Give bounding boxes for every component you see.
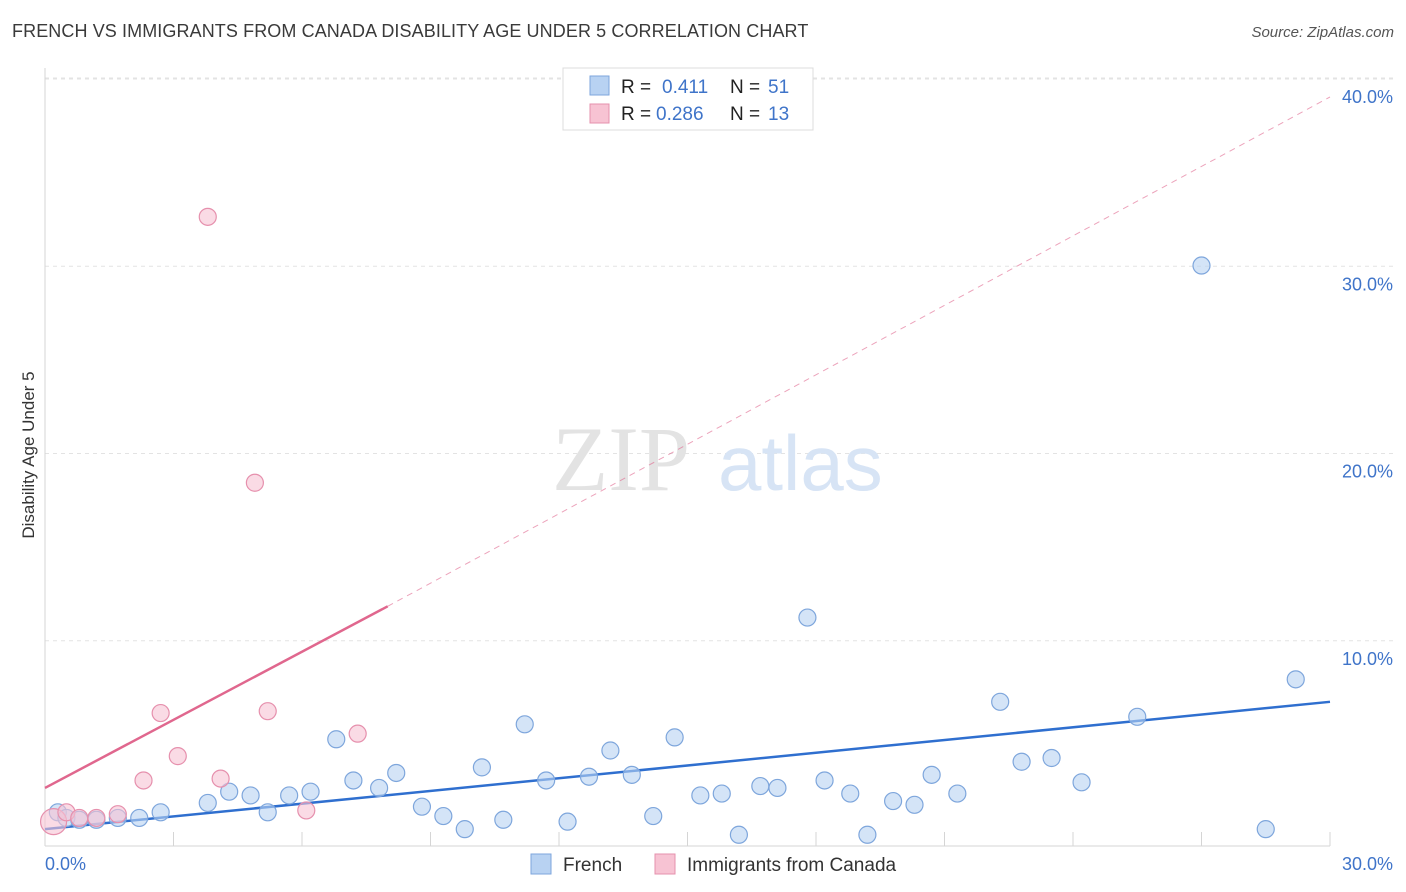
point-french-19 [455, 820, 474, 839]
point-french-5 [130, 808, 149, 828]
point-canada-10 [245, 473, 264, 492]
legend-r-value-french: 0.411 [662, 77, 708, 98]
point-french-6 [151, 803, 170, 822]
bottom-legend-label-canada: Immigrants from Canada [687, 855, 897, 876]
point-canada-4 [108, 805, 127, 824]
point-french-46 [1072, 773, 1091, 792]
point-french-22 [515, 715, 534, 734]
point-french-38 [858, 825, 877, 844]
legend-r-label-canada: R = [621, 104, 651, 125]
legend-swatch-canada [589, 103, 610, 124]
point-french-29 [665, 728, 684, 747]
tick-layer: 10.0% 20.0% 30.0% 40.0% 0.0% 30.0% [45, 87, 1393, 874]
bottom-legend-swatch-french [530, 853, 552, 875]
trend-line-french [44, 700, 1331, 831]
point-french-37 [841, 784, 860, 803]
point-french-41 [922, 765, 941, 784]
point-french-25 [579, 767, 599, 786]
bottom-legend-swatch-canada [654, 853, 676, 875]
legend-n-label-french: N = [730, 77, 760, 98]
bottom-legend-label-french: French [563, 855, 622, 876]
point-french-31 [712, 784, 731, 803]
chart-title: FRENCH VS IMMIGRANTS FROM CANADA DISABIL… [12, 21, 809, 41]
point-french-36 [815, 771, 834, 790]
trend-layer [44, 96, 1331, 831]
point-canada-5 [134, 771, 153, 790]
x-tick-label-max: 30.0% [1342, 854, 1393, 874]
x-tick-label-min: 0.0% [45, 854, 86, 874]
y-tick-label-10: 10.0% [1342, 649, 1393, 669]
point-french-30 [691, 786, 710, 805]
legend-n-label-canada: N = [730, 104, 760, 125]
point-french-12 [301, 782, 320, 801]
point-layer [39, 207, 1305, 844]
point-french-16 [387, 763, 406, 783]
point-canada-13 [348, 724, 367, 743]
point-french-23 [537, 771, 556, 790]
legend-n-value-canada: 13 [768, 104, 789, 125]
point-french-15 [370, 778, 389, 798]
point-french-7 [198, 793, 217, 813]
point-french-27 [622, 765, 641, 784]
point-french-34 [768, 778, 787, 798]
watermark-zip: ZIP [552, 408, 690, 510]
legend-r-label-french: R = [621, 77, 651, 98]
point-french-33 [751, 776, 770, 796]
chart-source: Source: ZipAtlas.com [1251, 24, 1394, 41]
point-french-21 [494, 810, 513, 829]
point-french-26 [601, 741, 620, 760]
point-french-24 [558, 812, 577, 831]
point-french-42 [948, 784, 967, 803]
trend-line-canada [44, 605, 389, 790]
trend-line-canada-extension [387, 96, 1331, 607]
y-tick-label-40: 40.0% [1342, 87, 1393, 107]
legend-swatch-french [589, 75, 610, 96]
point-canada-12 [297, 801, 316, 820]
point-canada-8 [198, 207, 217, 226]
watermark: ZIP atlas [552, 408, 883, 510]
y-tick-label-30: 30.0% [1342, 274, 1393, 294]
point-french-45 [1042, 748, 1061, 768]
point-french-40 [905, 795, 924, 814]
point-canada-3 [87, 808, 106, 828]
point-french-39 [883, 791, 903, 811]
point-french-8 [220, 782, 239, 801]
watermark-atlas: atlas [718, 419, 883, 507]
point-french-14 [344, 771, 363, 790]
point-french-10 [258, 803, 277, 822]
legend: R = 0.411 N = 51 R = 0.286 N = 13 [562, 67, 814, 131]
point-french-9 [241, 786, 260, 805]
point-french-17 [412, 797, 432, 816]
y-axis-title: Disability Age Under 5 [19, 371, 38, 538]
point-french-50 [1286, 670, 1305, 689]
point-french-20 [472, 758, 491, 777]
point-french-49 [1256, 820, 1275, 839]
bottom-legend: French Immigrants from Canada [530, 853, 897, 876]
point-french-35 [798, 608, 817, 627]
point-french-18 [434, 806, 453, 826]
point-canada-7 [168, 747, 187, 766]
point-french-44 [1012, 752, 1031, 771]
point-canada-6 [151, 703, 170, 723]
point-french-32 [729, 825, 749, 844]
grid-layer [45, 77, 1395, 642]
point-french-13 [327, 730, 346, 749]
point-french-11 [280, 786, 299, 805]
point-french-43 [991, 692, 1010, 711]
point-canada-11 [258, 702, 277, 721]
point-french-47 [1128, 707, 1147, 726]
legend-n-value-french: 51 [768, 77, 789, 98]
point-canada-9 [211, 769, 230, 788]
y-tick-label-20: 20.0% [1342, 462, 1393, 482]
point-french-28 [644, 806, 663, 826]
point-canada-2 [70, 808, 89, 828]
legend-r-value-canada: 0.286 [656, 104, 704, 125]
point-french-48 [1192, 256, 1211, 275]
